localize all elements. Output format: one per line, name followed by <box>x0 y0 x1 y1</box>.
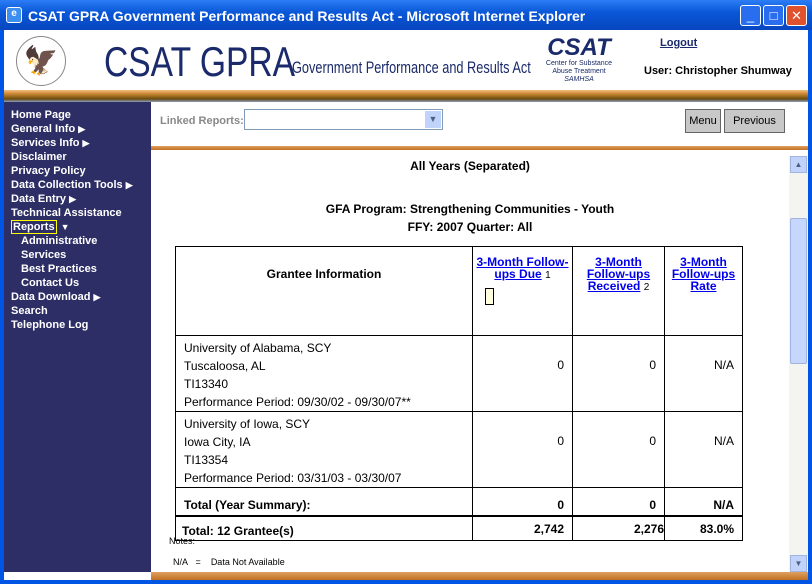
col-grantee: Grantee Information <box>175 246 473 336</box>
sidebar-nav: Home Page General Info ▶ Services Info ▶ D… <box>4 102 151 572</box>
arrow-icon: ▶ <box>69 194 77 204</box>
report-table: Grantee Information 3-Month Follow-ups D… <box>175 246 743 541</box>
sidebar-item-data-collection-tools[interactable]: Data Collection Tools ▶ <box>11 179 133 191</box>
sidebar-item-privacy-policy[interactable]: Privacy Policy <box>11 165 86 177</box>
sort-rate-link[interactable]: 3-Month Follow-ups Rate <box>671 255 736 293</box>
sidebar-item-general-info[interactable]: General Info ▶ <box>11 123 86 135</box>
sort-received-link[interactable]: 3-Month Follow-ups Received <box>586 255 651 293</box>
brand-title: CSAT GPRA <box>104 38 296 85</box>
grantee-name: University of Alabama, SCY <box>184 341 332 355</box>
toolbar: Linked Reports: ▼ Menu Previous <box>151 102 808 146</box>
maximize-button[interactable]: □ <box>763 5 784 26</box>
sort-due-link[interactable]: 3-Month Follow-ups Due <box>476 255 569 281</box>
program-title: GFA Program: Strengthening Communities -… <box>325 202 615 216</box>
info-box-icon[interactable] <box>485 288 494 305</box>
note-item: N/A = Data Not Available <box>173 557 285 567</box>
sidebar-item-reports[interactable]: Reports ▼ <box>11 220 70 234</box>
grantee-id: TI13340 <box>184 377 229 391</box>
brand-subtitle: Government Performance and Results Act <box>292 58 531 77</box>
scroll-thumb[interactable] <box>790 218 807 364</box>
divider <box>151 146 808 150</box>
col-received: 3-Month Follow-ups Received 2 <box>572 246 665 336</box>
rate-cell: N/A <box>664 335 743 412</box>
sidebar-item-data-entry[interactable]: Data Entry ▶ <box>11 193 77 205</box>
due-cell: 0 <box>472 411 573 488</box>
report-content: All Years (Separated) GFA Program: Stren… <box>151 150 789 572</box>
sidebar-item-data-download[interactable]: Data Download ▶ <box>11 291 101 303</box>
due-cell: 0 <box>472 335 573 412</box>
menu-button[interactable]: Menu <box>685 109 721 133</box>
footer-stripe <box>151 572 808 580</box>
csat-logo: CSAT Center for Substance Abuse Treatment S… <box>545 34 613 84</box>
sidebar-item-technical-assistance[interactable]: Technical Assistance <box>11 207 122 219</box>
grantee-city: Tuscaloosa, AL <box>184 359 266 373</box>
performance-period: Performance Period: 09/30/02 - 09/30/07*… <box>184 395 411 409</box>
hhs-seal-logo: 🦅 <box>16 36 66 86</box>
sidebar-item-disclaimer[interactable]: Disclaimer <box>11 151 67 163</box>
notes-label: Notes: <box>169 536 196 546</box>
sidebar-item-services-info[interactable]: Services Info ▶ <box>11 137 90 149</box>
year-total-row: Total (Year Summary): 0 0 N/A <box>175 487 743 516</box>
sidebar-item-services[interactable]: Services <box>21 249 67 261</box>
arrow-icon: ▼ <box>60 222 70 232</box>
table-row: University of Alabama, SCY Tuscaloosa, AL… <box>175 335 743 412</box>
performance-period: Performance Period: 03/31/03 - 03/30/07 <box>184 471 402 485</box>
title-bar: e CSAT GPRA Government Performance and R… <box>0 0 812 30</box>
sidebar-item-telephone-log[interactable]: Telephone Log <box>11 319 89 331</box>
site-header: 🦅 CSAT GPRA Government Performance and R… <box>4 30 808 90</box>
arrow-icon: ▶ <box>93 292 101 302</box>
vertical-scrollbar[interactable]: ▲ ▼ <box>789 156 808 572</box>
report-heading: All Years (Separated) <box>410 159 530 173</box>
grantee-city: Iowa City, IA <box>184 435 251 449</box>
col-rate: 3-Month Follow-ups Rate <box>664 246 743 336</box>
scroll-up-icon[interactable]: ▲ <box>790 156 807 173</box>
chevron-down-icon: ▼ <box>425 111 441 128</box>
received-cell: 0 <box>572 411 665 488</box>
grantee-name: University of Iowa, SCY <box>184 417 311 431</box>
logout-link[interactable]: Logout <box>660 37 698 49</box>
previous-button[interactable]: Previous <box>724 109 785 133</box>
ie-icon: e <box>6 7 22 23</box>
minimize-button[interactable]: _ <box>740 5 761 26</box>
sidebar-item-best-practices[interactable]: Best Practices <box>21 263 97 275</box>
col-due: 3-Month Follow-ups Due 1 <box>472 246 573 336</box>
arrow-icon: ▶ <box>82 138 90 148</box>
grantee-id: TI13354 <box>184 453 229 467</box>
sidebar-item-home-page[interactable]: Home Page <box>11 109 71 121</box>
close-button[interactable]: ✕ <box>786 5 807 26</box>
scroll-down-icon[interactable]: ▼ <box>790 555 807 572</box>
rate-cell: N/A <box>664 411 743 488</box>
sidebar-item-search[interactable]: Search <box>11 305 48 317</box>
linked-reports-label: Linked Reports: <box>160 115 244 127</box>
user-label: User: Christopher Shumway <box>644 65 792 77</box>
linked-reports-select[interactable]: ▼ <box>244 109 443 130</box>
table-row: University of Iowa, SCY Iowa City, IA TI13… <box>175 411 743 488</box>
sidebar-item-administrative[interactable]: Administrative <box>21 235 98 247</box>
received-cell: 0 <box>572 335 665 412</box>
grand-total-row: Total: 12 Grantee(s) 2,742 2,276 83.0% <box>175 515 743 541</box>
arrow-icon: ▶ <box>125 180 133 190</box>
arrow-icon: ▶ <box>78 124 86 134</box>
header-stripe <box>4 90 808 102</box>
window-title: CSAT GPRA Government Performance and Res… <box>28 8 586 24</box>
ffy-quarter: FFY: 2007 Quarter: All <box>407 220 533 234</box>
sidebar-item-contact-us[interactable]: Contact Us <box>21 277 80 289</box>
